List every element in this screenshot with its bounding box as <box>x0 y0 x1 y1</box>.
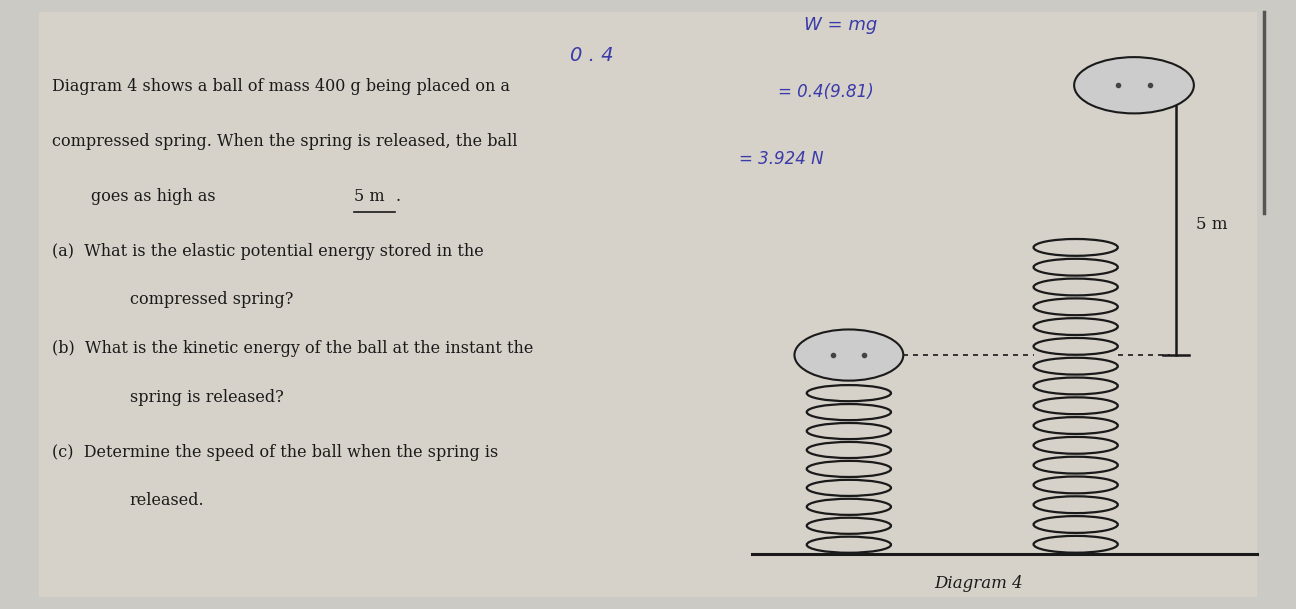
Text: released.: released. <box>130 493 205 510</box>
Circle shape <box>794 329 903 381</box>
Text: = 3.924 N: = 3.924 N <box>739 150 823 169</box>
Text: (b)  What is the kinetic energy of the ball at the instant the: (b) What is the kinetic energy of the ba… <box>52 340 533 357</box>
FancyBboxPatch shape <box>39 12 1257 597</box>
Circle shape <box>1074 57 1194 113</box>
Text: .: . <box>395 188 400 205</box>
Text: goes as high as: goes as high as <box>91 188 220 205</box>
Text: 5 m: 5 m <box>354 188 385 205</box>
Text: (a)  What is the elastic potential energy stored in the: (a) What is the elastic potential energy… <box>52 243 483 260</box>
Text: compressed spring?: compressed spring? <box>130 292 293 309</box>
Text: = 0.4(9.81): = 0.4(9.81) <box>778 83 874 102</box>
Text: spring is released?: spring is released? <box>130 389 284 406</box>
Text: W = mg: W = mg <box>804 16 877 35</box>
Text: 0 . 4: 0 . 4 <box>570 46 614 65</box>
Text: Diagram 4: Diagram 4 <box>934 575 1023 592</box>
Text: compressed spring. When the spring is released, the ball: compressed spring. When the spring is re… <box>52 133 517 150</box>
Text: Diagram 4 shows a ball of mass 400 g being placed on a: Diagram 4 shows a ball of mass 400 g bei… <box>52 79 509 96</box>
Text: (c)  Determine the speed of the ball when the spring is: (c) Determine the speed of the ball when… <box>52 444 498 461</box>
Text: 5 m: 5 m <box>1195 216 1227 233</box>
